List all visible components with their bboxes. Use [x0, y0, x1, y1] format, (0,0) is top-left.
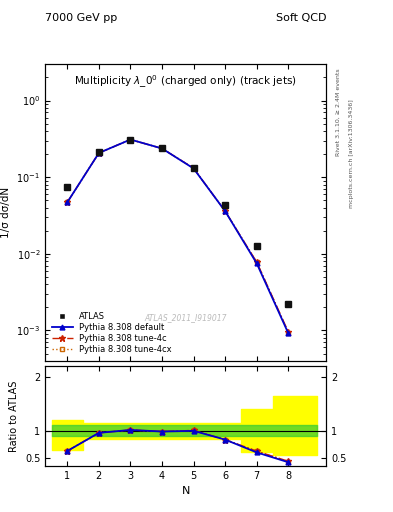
- X-axis label: N: N: [182, 486, 190, 496]
- Text: Multiplicity $\lambda\_0^0$ (charged only) (track jets): Multiplicity $\lambda\_0^0$ (charged onl…: [74, 73, 297, 90]
- Y-axis label: 1/σ dσ/dN: 1/σ dσ/dN: [1, 187, 11, 238]
- Text: mcplots.cern.ch [arXiv:1306.3436]: mcplots.cern.ch [arXiv:1306.3436]: [349, 99, 354, 208]
- Legend: ATLAS, Pythia 8.308 default, Pythia 8.308 tune-4c, Pythia 8.308 tune-4cx: ATLAS, Pythia 8.308 default, Pythia 8.30…: [50, 310, 174, 357]
- Text: Rivet 3.1.10, ≥ 2.4M events: Rivet 3.1.10, ≥ 2.4M events: [336, 69, 341, 157]
- Text: Soft QCD: Soft QCD: [276, 13, 326, 23]
- Text: 7000 GeV pp: 7000 GeV pp: [45, 13, 118, 23]
- Text: ATLAS_2011_I919017: ATLAS_2011_I919017: [145, 313, 227, 323]
- Y-axis label: Ratio to ATLAS: Ratio to ATLAS: [9, 380, 19, 452]
